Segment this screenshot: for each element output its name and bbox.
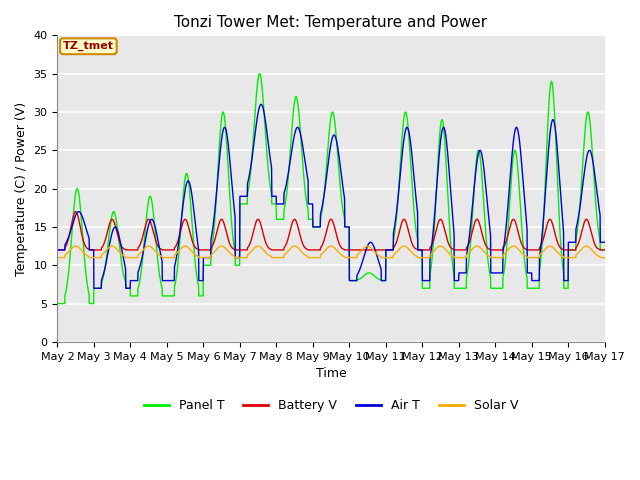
Panel T xyxy=(256,71,264,76)
Line: Solar V: Solar V xyxy=(58,246,605,258)
Solar V xyxy=(54,255,61,261)
Solar V xyxy=(206,255,214,261)
Battery V xyxy=(72,209,79,215)
Solar V xyxy=(72,243,79,249)
Air T xyxy=(348,278,355,284)
Air T xyxy=(568,240,576,245)
Air T xyxy=(90,286,98,291)
Panel T xyxy=(568,247,575,253)
Battery V xyxy=(54,247,61,253)
Battery V xyxy=(601,247,609,253)
Air T xyxy=(206,255,214,261)
Solar V xyxy=(601,255,609,261)
Air T xyxy=(553,140,561,145)
Solar V xyxy=(552,248,560,254)
Panel T xyxy=(206,263,214,268)
Battery V xyxy=(568,247,575,253)
Solar V xyxy=(359,246,367,252)
Solar V xyxy=(568,255,575,261)
Y-axis label: Temperature (C) / Power (V): Temperature (C) / Power (V) xyxy=(15,102,28,276)
Panel T xyxy=(601,247,609,253)
Air T xyxy=(601,240,609,245)
Air T xyxy=(490,270,498,276)
Solar V xyxy=(347,255,355,261)
Battery V xyxy=(490,247,498,253)
Panel T xyxy=(359,274,367,279)
Air T xyxy=(54,247,61,253)
Battery V xyxy=(206,247,214,253)
Panel T xyxy=(490,286,498,291)
Panel T xyxy=(54,300,61,306)
Text: TZ_tmet: TZ_tmet xyxy=(63,41,114,51)
Line: Air T: Air T xyxy=(58,104,605,288)
Air T xyxy=(359,257,367,263)
Air T xyxy=(257,101,265,107)
Title: Tonzi Tower Met: Temperature and Power: Tonzi Tower Met: Temperature and Power xyxy=(175,15,488,30)
Battery V xyxy=(552,236,560,242)
Legend: Panel T, Battery V, Air T, Solar V: Panel T, Battery V, Air T, Solar V xyxy=(139,394,523,417)
Battery V xyxy=(347,247,355,253)
Battery V xyxy=(359,247,367,253)
Line: Panel T: Panel T xyxy=(58,73,605,303)
Panel T xyxy=(552,154,560,159)
Solar V xyxy=(490,255,498,261)
Panel T xyxy=(347,278,355,284)
X-axis label: Time: Time xyxy=(316,367,346,380)
Line: Battery V: Battery V xyxy=(58,212,605,250)
